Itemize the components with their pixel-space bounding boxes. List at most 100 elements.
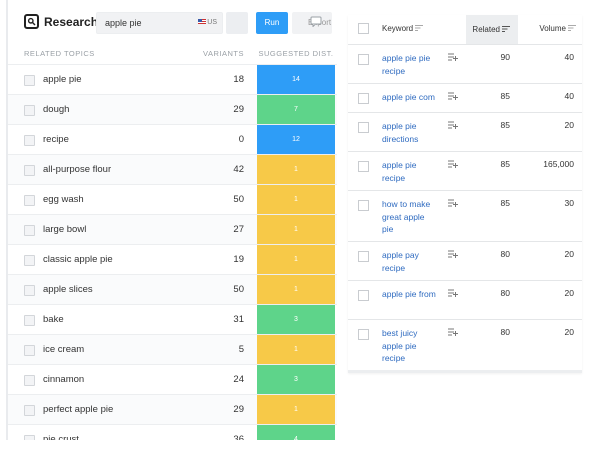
keyword-row[interactable]: apple pie recipe 85 165,000 — [348, 152, 582, 191]
search-volume: 30 — [564, 198, 574, 208]
table-row[interactable]: dough 29 7 — [8, 95, 337, 125]
search-volume: 20 — [564, 327, 574, 337]
sort-icon — [415, 25, 424, 31]
column-header-keyword-label: Keyword — [382, 24, 414, 33]
related-score: 85 — [500, 198, 510, 208]
select-all-checkbox[interactable] — [358, 23, 369, 34]
us-flag-icon — [198, 19, 207, 24]
related-score: 85 — [500, 91, 510, 101]
keyword-row[interactable]: best juicy apple pie recipe 80 20 — [348, 320, 582, 371]
keywords-panel: Keyword Related Volume apple pie pie rec… — [348, 15, 582, 373]
variants-count: 27 — [233, 224, 244, 235]
table-row[interactable]: recipe 0 12 — [8, 125, 337, 155]
add-to-list-icon[interactable] — [448, 199, 459, 207]
row-checkbox[interactable] — [358, 93, 369, 104]
column-header-variants[interactable]: VARIANTS — [203, 49, 244, 58]
keyword-link[interactable]: apple pie recipe — [382, 160, 417, 183]
keyword-link[interactable]: best juicy apple pie recipe — [382, 328, 418, 363]
row-checkbox[interactable] — [24, 255, 35, 266]
research-logo-icon — [24, 14, 39, 29]
row-checkbox[interactable] — [24, 375, 35, 386]
keyword-row[interactable]: apple pie com 85 40 — [348, 84, 582, 113]
search-input[interactable]: apple pie US — [96, 12, 223, 34]
sort-icon — [568, 25, 576, 31]
horizontal-scrollbar[interactable] — [348, 370, 582, 373]
table-row[interactable]: egg wash 50 1 — [8, 185, 337, 215]
table-row[interactable]: bake 31 3 — [8, 305, 337, 335]
keywords-list: apple pie pie recipe 90 40 apple pie com 85 4… — [348, 45, 582, 371]
keyword-link[interactable]: apple pie directions — [382, 121, 419, 144]
topic-name: all-purpose flour — [43, 164, 112, 175]
column-header-suggested-dist[interactable]: SUGGESTED DIST. — [258, 49, 334, 58]
keyword-link[interactable]: apple pie pie recipe — [382, 53, 431, 76]
column-header-related[interactable]: Related — [466, 15, 518, 44]
row-checkbox[interactable] — [24, 405, 35, 416]
row-checkbox[interactable] — [24, 285, 35, 296]
keyword-link[interactable]: apple pay recipe — [382, 250, 419, 273]
variants-count: 29 — [233, 404, 244, 415]
variants-count: 31 — [233, 314, 244, 325]
table-row[interactable]: apple slices 50 1 — [8, 275, 337, 305]
chat-icon[interactable] — [310, 16, 322, 27]
row-checkbox[interactable] — [24, 345, 35, 356]
row-checkbox[interactable] — [24, 225, 35, 236]
row-checkbox[interactable] — [24, 165, 35, 176]
keyword-row[interactable]: apple pie directions 85 20 — [348, 113, 582, 152]
row-checkbox[interactable] — [24, 75, 35, 86]
search-volume: 40 — [564, 91, 574, 101]
table-row[interactable]: apple pie 18 14 — [8, 65, 337, 95]
row-checkbox[interactable] — [358, 54, 369, 65]
keyword-row[interactable]: apple pay recipe 80 20 — [348, 242, 582, 281]
table-row[interactable]: ice cream 5 1 — [8, 335, 337, 365]
add-to-list-icon[interactable] — [448, 328, 459, 336]
table-row[interactable]: classic apple pie 19 1 — [8, 245, 337, 275]
row-checkbox[interactable] — [358, 161, 369, 172]
row-checkbox[interactable] — [358, 200, 369, 211]
toolbar: Research apple pie US Run Export — [8, 0, 337, 44]
row-checkbox[interactable] — [358, 329, 369, 340]
topic-name: pie crust — [43, 434, 79, 440]
add-to-list-icon[interactable] — [448, 289, 459, 297]
suggested-dist-badge: 1 — [257, 275, 335, 304]
variants-count: 29 — [233, 104, 244, 115]
add-to-list-icon[interactable] — [448, 250, 459, 258]
add-to-list-icon[interactable] — [448, 160, 459, 168]
add-to-list-icon[interactable] — [448, 92, 459, 100]
suggested-dist-badge: 1 — [257, 215, 335, 244]
column-header-related-topics[interactable]: RELATED TOPICS — [24, 49, 95, 58]
topic-name: large bowl — [43, 224, 87, 235]
row-checkbox[interactable] — [24, 105, 35, 116]
row-checkbox[interactable] — [24, 195, 35, 206]
column-header-keyword[interactable]: Keyword — [382, 24, 424, 33]
row-checkbox[interactable] — [24, 135, 35, 146]
keyword-row[interactable]: apple pie pie recipe 90 40 — [348, 45, 582, 84]
suggested-dist-badge: 12 — [257, 125, 335, 154]
country-selector[interactable]: US — [198, 19, 217, 26]
row-checkbox[interactable] — [358, 290, 369, 301]
keyword-row[interactable]: how to make great apple pie 85 30 — [348, 191, 582, 242]
related-topics-panel: Research apple pie US Run Export RELATED… — [6, 0, 337, 440]
run-button[interactable]: Run — [256, 12, 288, 34]
row-checkbox[interactable] — [358, 251, 369, 262]
topic-name: ice cream — [43, 344, 85, 355]
search-value[interactable]: apple pie — [105, 18, 142, 28]
keyword-row[interactable]: apple pie from 80 20 — [348, 281, 582, 320]
add-to-list-icon[interactable] — [448, 53, 459, 61]
table-row[interactable]: perfect apple pie 29 1 — [8, 395, 337, 425]
add-to-list-icon[interactable] — [448, 121, 459, 129]
table-row[interactable]: cinnamon 24 3 — [8, 365, 337, 395]
table-row[interactable]: large bowl 27 1 — [8, 215, 337, 245]
keyword-link[interactable]: how to make great apple pie — [382, 199, 431, 234]
keyword-link[interactable]: apple pie com — [382, 92, 435, 102]
variants-count: 18 — [233, 74, 244, 85]
topic-name: egg wash — [43, 194, 84, 205]
table-row[interactable]: all-purpose flour 42 1 — [8, 155, 337, 185]
variants-count: 36 — [233, 434, 244, 440]
column-header-volume[interactable]: Volume — [518, 24, 576, 33]
row-checkbox[interactable] — [24, 315, 35, 326]
row-checkbox[interactable] — [24, 435, 35, 440]
table-row[interactable]: pie crust 36 4 — [8, 425, 337, 440]
keyword-link[interactable]: apple pie from — [382, 289, 436, 299]
row-checkbox[interactable] — [358, 122, 369, 133]
options-button[interactable] — [226, 12, 248, 34]
